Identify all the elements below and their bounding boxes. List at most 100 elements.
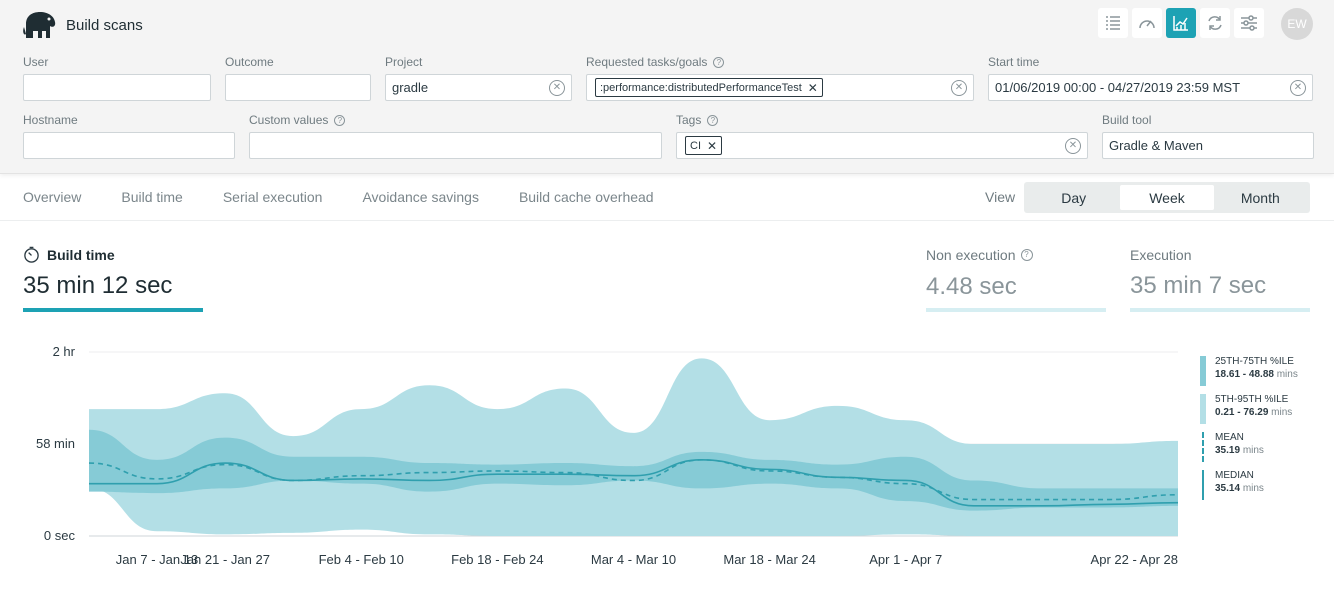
stopwatch-icon [24, 246, 39, 263]
non-execution-label: Non execution [926, 247, 1016, 263]
custom-values-label-text: Custom values [249, 113, 329, 127]
list-view-button[interactable] [1098, 8, 1128, 38]
tags-label-text: Tags [676, 113, 702, 127]
tags-clear-icon[interactable]: ✕ [1065, 138, 1081, 154]
legend-p25-75[interactable]: 25TH-75TH %ILE 18.61 - 48.88 mins [1200, 356, 1298, 386]
legend-value: 0.21 - 76.29 [1215, 407, 1269, 418]
legend-unit: mins [1242, 483, 1264, 494]
execution-value[interactable]: 35 min 7 sec [1130, 272, 1267, 299]
y-tick-label: 58 min [36, 436, 75, 451]
project-value: gradle [392, 80, 429, 95]
non-execution-underline [926, 308, 1106, 312]
sliders-icon [1241, 15, 1257, 31]
project-label: Project [385, 55, 423, 69]
trends-view-button[interactable] [1166, 8, 1196, 38]
build-time-heading: Build time [23, 246, 115, 263]
legend-unit: mins [1242, 445, 1264, 456]
legend-unit: mins [1271, 407, 1293, 418]
task-chip: :performance:distributedPerformanceTest … [595, 78, 823, 97]
user-field[interactable] [23, 74, 211, 101]
start-time-clear-icon[interactable]: ✕ [1290, 80, 1306, 96]
median-line [89, 459, 1179, 507]
legend-unit: mins [1276, 369, 1298, 380]
view-toggle: Day Week Month [1024, 182, 1310, 213]
legend-value: 35.19 [1215, 445, 1241, 456]
filter-bar: Build scans EW User Outcome Project grad… [0, 0, 1334, 174]
start-time-label: Start time [988, 55, 1040, 69]
legend-name: MEAN [1215, 432, 1244, 443]
legend-median[interactable]: MEDIAN 35.14 mins [1200, 470, 1264, 500]
trend-chart-icon [1173, 16, 1188, 31]
tab-avoidance-savings[interactable]: Avoidance savings [362, 189, 479, 205]
remove-chip-icon[interactable]: ✕ [807, 80, 818, 95]
list-icon [1106, 16, 1120, 30]
help-icon[interactable]: ? [713, 56, 725, 68]
view-toolbar [1098, 8, 1268, 38]
start-time-field[interactable]: 01/06/2019 00:00 - 04/27/2019 23:59 MST … [988, 74, 1313, 101]
project-clear-icon[interactable]: ✕ [549, 80, 565, 96]
view-month-button[interactable]: Month [1240, 189, 1280, 206]
legend-value: 35.14 [1215, 483, 1241, 494]
outcome-label: Outcome [225, 55, 274, 69]
non-execution-value[interactable]: 4.48 sec [926, 273, 1017, 300]
view-week-button[interactable]: Week [1120, 185, 1214, 210]
view-day-button[interactable]: Day [1061, 189, 1087, 206]
section-divider [0, 220, 1334, 221]
build-tool-label: Build tool [1102, 113, 1152, 127]
view-label: View [985, 189, 1016, 205]
settings-button[interactable] [1234, 8, 1264, 38]
requested-tasks-field[interactable]: :performance:distributedPerformanceTest … [586, 74, 974, 101]
refresh-icon [1208, 16, 1222, 30]
project-field[interactable]: gradle ✕ [385, 74, 572, 101]
tag-chip-label: CI [690, 139, 701, 152]
legend-value: 18.61 - 48.88 [1215, 369, 1274, 380]
tab-overview[interactable]: Overview [23, 189, 82, 205]
x-tick-label: Feb 18 - Feb 24 [451, 552, 544, 567]
tab-serial-execution[interactable]: Serial execution [222, 189, 323, 205]
legend-swatch-inner-band [1200, 356, 1206, 386]
performance-view-button[interactable] [1132, 8, 1162, 38]
task-chip-label: :performance:distributedPerformanceTest [600, 81, 802, 94]
help-icon[interactable]: ? [1020, 249, 1033, 261]
legend-swatch-outer-band [1200, 394, 1206, 424]
tab-build-cache-overhead[interactable]: Build cache overhead [518, 189, 654, 205]
help-icon[interactable]: ? [334, 114, 346, 126]
x-tick-label: Jan 21 - Jan 27 [180, 552, 270, 567]
hostname-field[interactable] [23, 132, 235, 159]
report-tabs: Overview Build time Serial execution Avo… [23, 189, 694, 205]
brand[interactable]: Build scans [22, 10, 143, 40]
gauge-icon [1139, 20, 1155, 29]
legend-p5-95[interactable]: 5TH-95TH %ILE 0.21 - 76.29 mins [1200, 394, 1292, 424]
x-tick-label: Jan 7 - Jan 13 [116, 552, 198, 567]
app-title: Build scans [66, 16, 143, 34]
help-icon[interactable]: ? [707, 114, 719, 126]
legend-mean[interactable]: MEAN 35.19 mins [1200, 432, 1264, 462]
build-time-value: 35 min 12 sec [23, 272, 173, 299]
tags-label: Tags ? [676, 113, 719, 127]
remove-chip-icon[interactable]: ✕ [707, 138, 718, 153]
tag-chip: CI ✕ [685, 136, 723, 155]
execution-underline [1130, 308, 1310, 312]
x-tick-label: Mar 4 - Mar 10 [591, 552, 676, 567]
start-time-value: 01/06/2019 00:00 - 04/27/2019 23:59 MST [995, 80, 1241, 95]
user-avatar[interactable]: EW [1281, 8, 1313, 40]
tab-build-time[interactable]: Build time [121, 189, 183, 205]
legend-name: 5TH-95TH %ILE [1215, 394, 1289, 405]
requested-tasks-clear-icon[interactable]: ✕ [951, 80, 967, 96]
outcome-field[interactable] [225, 74, 371, 101]
non-execution-heading: Non execution ? [926, 247, 1033, 263]
build-tool-select[interactable]: Gradle & Maven [1102, 132, 1314, 159]
custom-values-field[interactable] [249, 132, 662, 159]
build-time-underline [23, 308, 203, 312]
custom-values-label: Custom values ? [249, 113, 346, 127]
requested-tasks-label-text: Requested tasks/goals [586, 55, 708, 69]
x-tick-label: Apr 22 - Apr 28 [1091, 552, 1178, 567]
execution-label: Execution [1130, 247, 1192, 263]
hostname-label: Hostname [23, 113, 78, 127]
tags-field[interactable]: CI ✕ ✕ [676, 132, 1088, 159]
x-tick-label: Feb 4 - Feb 10 [319, 552, 404, 567]
refresh-button[interactable] [1200, 8, 1230, 38]
legend-dashed-line [1202, 432, 1204, 462]
x-tick-label: Apr 1 - Apr 7 [869, 552, 942, 567]
